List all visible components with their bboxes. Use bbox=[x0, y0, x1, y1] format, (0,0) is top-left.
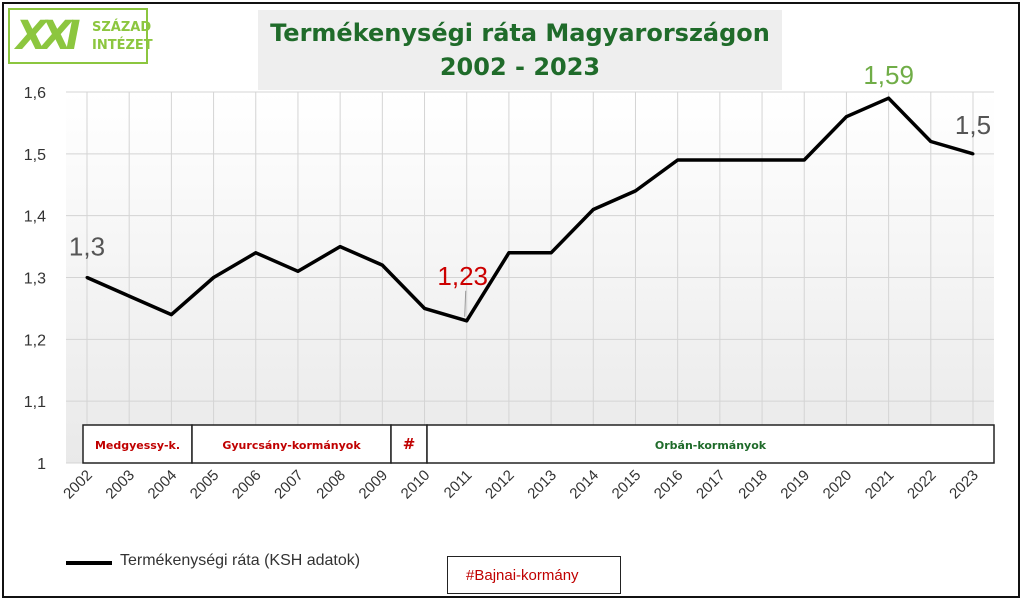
x-tick-label: 2019 bbox=[777, 467, 813, 503]
x-tick-label: 2014 bbox=[566, 467, 602, 503]
x-tick-label: 2010 bbox=[398, 467, 434, 503]
government-period-box bbox=[426, 424, 995, 464]
data-point bbox=[169, 313, 173, 317]
x-tick-label: 2005 bbox=[187, 467, 223, 503]
y-tick-label: 1,4 bbox=[24, 209, 46, 226]
x-tick-label: 2008 bbox=[313, 467, 349, 503]
government-label: Orbán-kormányok bbox=[655, 439, 767, 452]
data-point bbox=[887, 96, 891, 100]
government-label: # bbox=[403, 435, 416, 453]
chart-subtitle: 2002 - 2023 bbox=[439, 53, 601, 81]
logo-text-line2: INTÉZET bbox=[92, 38, 153, 53]
data-point bbox=[296, 269, 300, 273]
data-point bbox=[212, 276, 216, 279]
annotation-leader-line bbox=[464, 290, 467, 317]
szazad-intezet-logo: XXI SZÁZAD INTÉZET bbox=[8, 8, 153, 64]
y-tick-label: 1,2 bbox=[24, 332, 46, 349]
x-tick-label: 2012 bbox=[482, 467, 518, 503]
x-tick-label: 2022 bbox=[904, 467, 940, 503]
data-point bbox=[254, 251, 258, 255]
legend-label: Termékenységi ráta (KSH adatok) bbox=[120, 552, 361, 569]
x-tick-label: 2015 bbox=[609, 467, 645, 503]
data-label: 1,5 bbox=[955, 110, 991, 140]
data-point bbox=[127, 294, 131, 298]
logo-mark: XXI bbox=[16, 13, 81, 59]
data-point bbox=[929, 139, 933, 143]
data-point bbox=[760, 158, 764, 162]
x-tick-label: 2013 bbox=[524, 467, 560, 503]
y-tick-label: 1,6 bbox=[24, 85, 46, 102]
data-label: 1,23 bbox=[437, 261, 488, 291]
y-tick-label: 1,1 bbox=[24, 394, 46, 411]
government-label: Gyurcsány-kormányok bbox=[222, 439, 361, 452]
y-tick-label: 1,3 bbox=[24, 271, 46, 288]
data-point bbox=[802, 158, 806, 162]
data-point bbox=[507, 251, 511, 255]
x-tick-label: 2023 bbox=[946, 467, 982, 503]
data-point bbox=[633, 189, 637, 193]
x-tick-label: 2004 bbox=[145, 467, 181, 503]
logo-text-line1: SZÁZAD bbox=[92, 20, 152, 35]
x-tick-label: 2007 bbox=[271, 467, 307, 503]
data-point bbox=[549, 251, 553, 255]
data-label: 1,3 bbox=[69, 232, 105, 262]
data-point bbox=[971, 152, 975, 156]
data-point bbox=[85, 276, 89, 279]
government-period-box bbox=[82, 424, 193, 464]
data-point bbox=[465, 319, 469, 323]
legend-line-swatch bbox=[66, 561, 112, 565]
x-tick-label: 2018 bbox=[735, 467, 771, 503]
data-point bbox=[338, 245, 342, 249]
data-point bbox=[591, 207, 595, 211]
x-tick-label: 2009 bbox=[356, 467, 392, 503]
x-tick-label: 2011 bbox=[441, 467, 476, 502]
data-point bbox=[676, 158, 680, 162]
government-period-box bbox=[191, 424, 392, 464]
series-line bbox=[86, 96, 974, 323]
bajnai-footnote: #Bajnai-kormány bbox=[447, 556, 621, 594]
y-tick-label: 1 bbox=[37, 456, 46, 473]
x-tick-label: 2006 bbox=[229, 467, 265, 503]
data-point bbox=[718, 158, 722, 162]
x-tick-label: 2002 bbox=[60, 467, 96, 503]
x-tick-label: 2017 bbox=[693, 467, 729, 503]
y-tick-label: 1,5 bbox=[24, 147, 46, 164]
chart-title: Termékenységi ráta Magyarországon bbox=[270, 19, 770, 47]
data-label: 1,59 bbox=[863, 60, 914, 90]
x-tick-label: 2021 bbox=[862, 467, 898, 503]
data-point bbox=[423, 306, 427, 310]
data-point bbox=[844, 115, 848, 119]
x-tick-label: 2003 bbox=[102, 467, 138, 503]
chart-title-box: Termékenységi ráta Magyarországon 2002 -… bbox=[258, 10, 782, 90]
government-label: Medgyessy-k. bbox=[95, 439, 180, 452]
x-tick-label: 2020 bbox=[820, 467, 856, 503]
data-point bbox=[380, 263, 384, 267]
x-tick-label: 2016 bbox=[651, 467, 687, 503]
